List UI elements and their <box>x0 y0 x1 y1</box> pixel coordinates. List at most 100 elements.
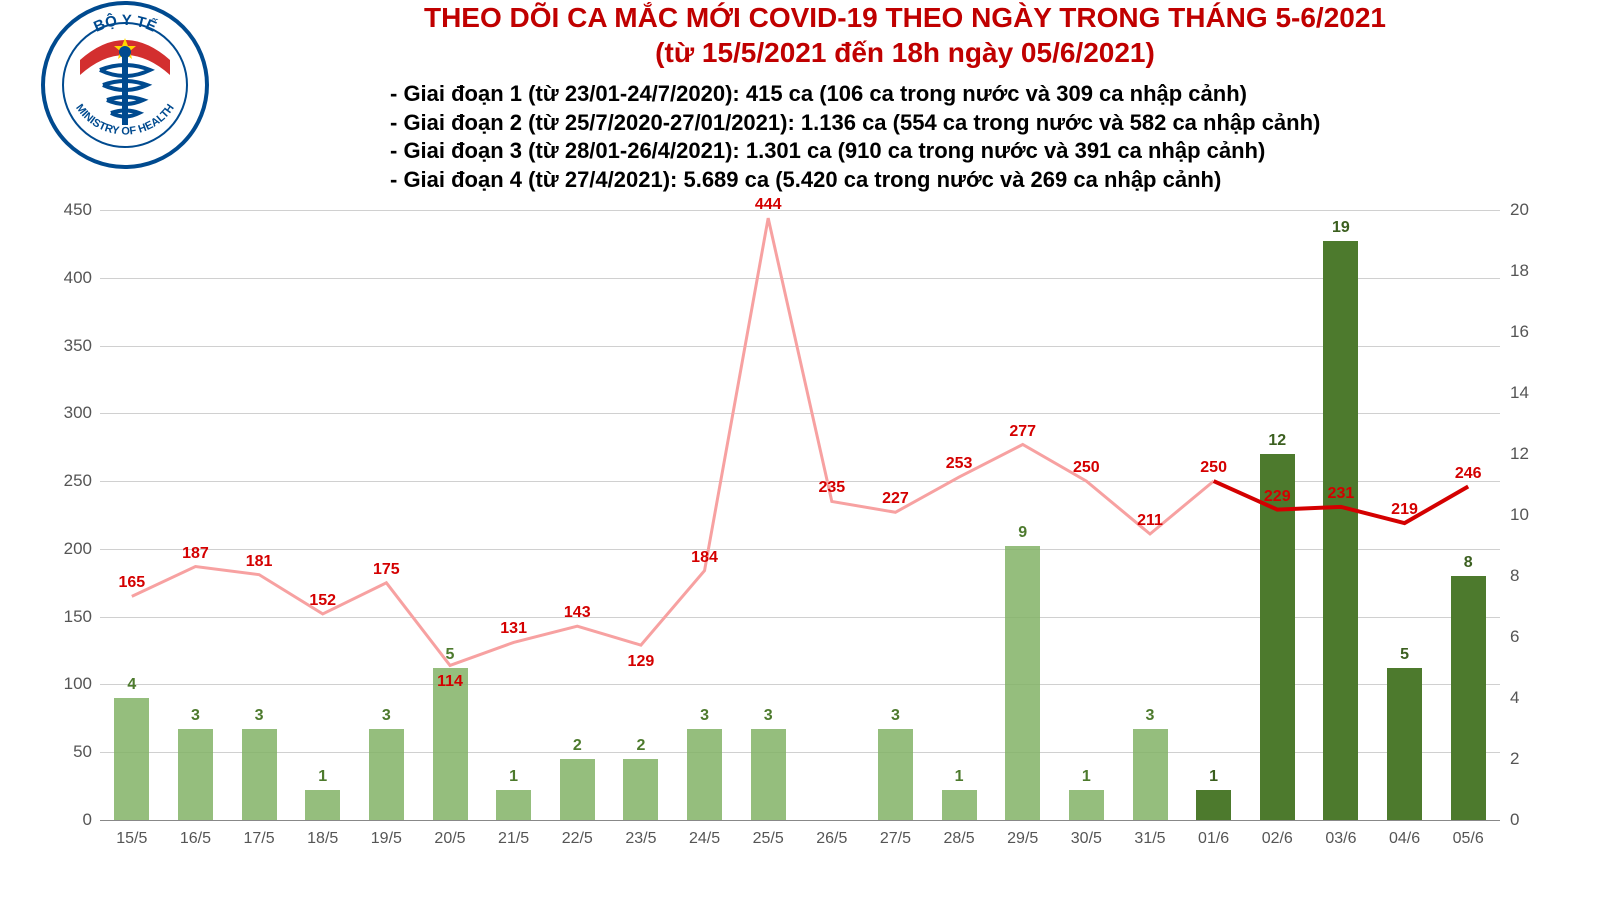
bar-value-label: 19 <box>1321 219 1361 237</box>
gridline <box>100 413 1500 414</box>
line-value-label: 253 <box>934 455 984 473</box>
x-tick-label: 17/5 <box>229 830 289 848</box>
bar-value-label: 3 <box>685 707 725 725</box>
x-tick-label: 19/5 <box>356 830 416 848</box>
bar <box>687 729 722 821</box>
bar-value-label: 5 <box>430 646 470 664</box>
phase-notes: - Giai đoạn 1 (từ 23/01-24/7/2020): 415 … <box>390 80 1320 194</box>
bar-value-label: 2 <box>557 737 597 755</box>
line-value-label: 187 <box>170 545 220 563</box>
line-value-label: 227 <box>870 490 920 508</box>
bar-value-label: 3 <box>175 707 215 725</box>
line-value-label: 229 <box>1252 488 1302 506</box>
x-tick-label: 31/5 <box>1120 830 1180 848</box>
line-value-label: 211 <box>1125 512 1175 530</box>
x-tick-label: 02/6 <box>1247 830 1307 848</box>
bar <box>242 729 277 821</box>
bar <box>623 759 658 820</box>
x-tick-label: 20/5 <box>420 830 480 848</box>
y-left-tick-label: 450 <box>52 200 92 220</box>
line-value-label: 444 <box>743 196 793 214</box>
x-tick-label: 16/5 <box>165 830 225 848</box>
covid-chart: 0501001502002503003504004500246810121416… <box>40 200 1560 860</box>
line-value-label: 143 <box>552 604 602 622</box>
x-tick-label: 05/6 <box>1438 830 1498 848</box>
ministry-logo: BỘ Y TẾ MINISTRY OF HEALTH <box>40 0 210 170</box>
y-right-tick-label: 20 <box>1510 200 1550 220</box>
gridline <box>100 346 1500 347</box>
x-tick-label: 29/5 <box>993 830 1053 848</box>
y-left-tick-label: 100 <box>52 674 92 694</box>
line-value-label: 181 <box>234 553 284 571</box>
bar <box>1196 790 1231 821</box>
bar <box>1133 729 1168 821</box>
line-value-label: 246 <box>1443 465 1493 483</box>
x-tick-label: 04/6 <box>1375 830 1435 848</box>
y-right-tick-label: 18 <box>1510 261 1550 281</box>
x-tick-label: 15/5 <box>102 830 162 848</box>
bar <box>751 729 786 821</box>
phase-note: - Giai đoạn 1 (từ 23/01-24/7/2020): 415 … <box>390 80 1320 109</box>
bar <box>1387 668 1422 821</box>
x-tick-label: 21/5 <box>484 830 544 848</box>
x-tick-label: 18/5 <box>293 830 353 848</box>
bar <box>305 790 340 821</box>
bar-value-label: 2 <box>621 737 661 755</box>
bar <box>1260 454 1295 820</box>
bar-value-label: 4 <box>112 676 152 694</box>
y-right-tick-label: 14 <box>1510 383 1550 403</box>
bar <box>496 790 531 821</box>
x-tick-label: 01/6 <box>1184 830 1244 848</box>
bar <box>1069 790 1104 821</box>
y-left-tick-label: 300 <box>52 403 92 423</box>
bar <box>878 729 913 821</box>
bar-value-label: 3 <box>239 707 279 725</box>
bar <box>114 698 149 820</box>
line-value-label: 175 <box>361 561 411 579</box>
line-value-label: 277 <box>998 423 1048 441</box>
title-line-2: (từ 15/5/2021 đến 18h ngày 05/6/2021) <box>230 35 1580 70</box>
phase-note: - Giai đoạn 3 (từ 28/01-26/4/2021): 1.30… <box>390 137 1320 166</box>
phase-note: - Giai đoạn 4 (từ 27/4/2021): 5.689 ca (… <box>390 166 1320 195</box>
bar <box>1005 546 1040 821</box>
gridline <box>100 210 1500 211</box>
y-left-tick-label: 200 <box>52 539 92 559</box>
x-tick-label: 22/5 <box>547 830 607 848</box>
bar-value-label: 1 <box>303 768 343 786</box>
bar-value-label: 1 <box>494 768 534 786</box>
line-value-label: 231 <box>1316 485 1366 503</box>
bar-value-label: 3 <box>875 707 915 725</box>
x-tick-label: 26/5 <box>802 830 862 848</box>
bar <box>942 790 977 821</box>
y-right-tick-label: 8 <box>1510 566 1550 586</box>
y-left-tick-label: 250 <box>52 471 92 491</box>
bar-value-label: 3 <box>366 707 406 725</box>
bar-value-label: 1 <box>1066 768 1106 786</box>
y-left-tick-label: 350 <box>52 336 92 356</box>
line-value-label: 219 <box>1380 501 1430 519</box>
chart-title: THEO DÕI CA MẮC MỚI COVID-19 THEO NGÀY T… <box>230 0 1580 70</box>
bar-value-label: 3 <box>748 707 788 725</box>
line-value-label: 250 <box>1189 459 1239 477</box>
phase-note: - Giai đoạn 2 (từ 25/7/2020-27/01/2021):… <box>390 109 1320 138</box>
gridline <box>100 278 1500 279</box>
x-tick-label: 03/6 <box>1311 830 1371 848</box>
x-tick-label: 27/5 <box>865 830 925 848</box>
bar <box>369 729 404 821</box>
y-right-tick-label: 4 <box>1510 688 1550 708</box>
line-value-label: 129 <box>616 653 666 671</box>
y-right-tick-label: 16 <box>1510 322 1550 342</box>
line-value-label: 114 <box>425 673 475 691</box>
x-tick-label: 25/5 <box>738 830 798 848</box>
line-value-label: 250 <box>1061 459 1111 477</box>
bar-value-label: 1 <box>939 768 979 786</box>
bar-value-label: 5 <box>1385 646 1425 664</box>
y-left-tick-label: 400 <box>52 268 92 288</box>
x-tick-label: 23/5 <box>611 830 671 848</box>
bar-value-label: 3 <box>1130 707 1170 725</box>
bar <box>1323 241 1358 821</box>
gridline <box>100 820 1500 821</box>
y-right-tick-label: 10 <box>1510 505 1550 525</box>
title-line-1: THEO DÕI CA MẮC MỚI COVID-19 THEO NGÀY T… <box>230 0 1580 35</box>
y-right-tick-label: 6 <box>1510 627 1550 647</box>
